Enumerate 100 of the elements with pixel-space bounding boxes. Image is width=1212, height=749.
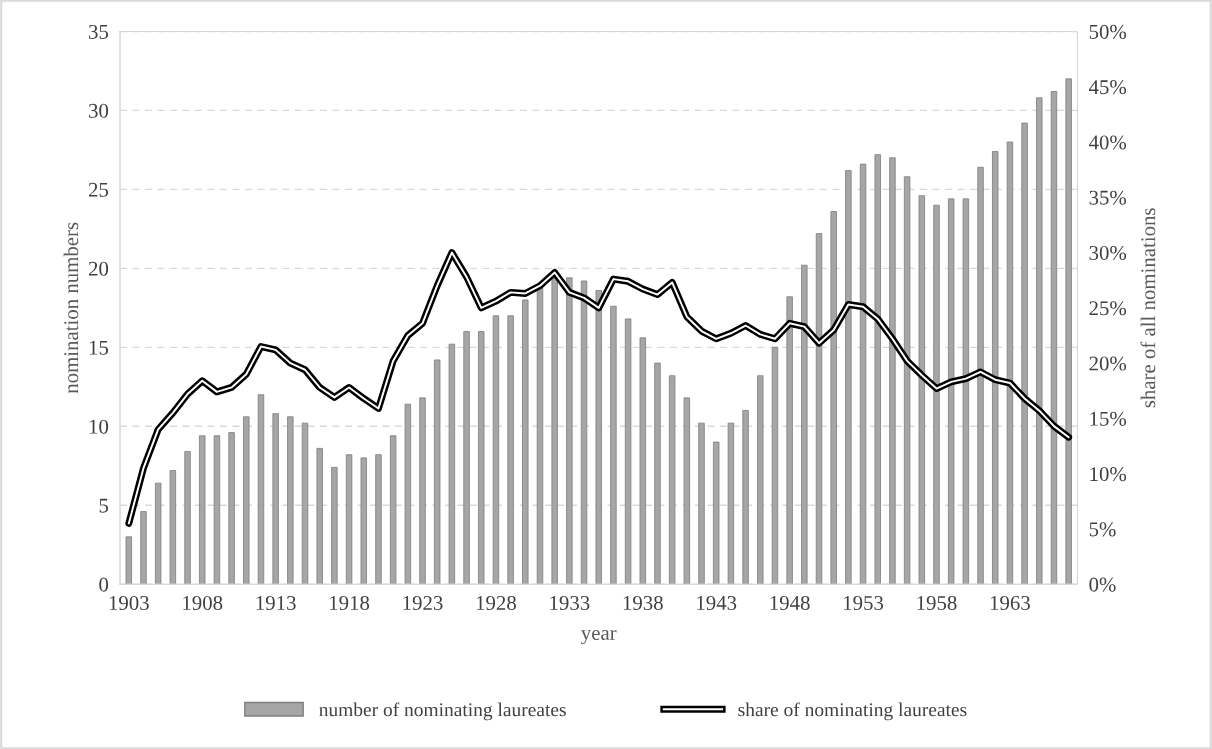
y-tick-label: 35 bbox=[89, 24, 109, 39]
bar bbox=[213, 435, 221, 585]
legend-label: share of nominating laureates bbox=[738, 702, 967, 721]
y-tick-label: 0 bbox=[99, 577, 109, 592]
bar bbox=[492, 315, 500, 585]
bar bbox=[478, 331, 485, 585]
bar bbox=[1036, 97, 1043, 585]
bar bbox=[610, 305, 617, 585]
y2-tick-label: 35% bbox=[1089, 190, 1127, 205]
bar bbox=[654, 362, 661, 585]
bar bbox=[639, 337, 646, 585]
y2-tick-label: 5% bbox=[1089, 522, 1116, 537]
bar bbox=[918, 195, 926, 585]
bar bbox=[125, 536, 133, 585]
bar bbox=[713, 441, 720, 585]
bar bbox=[154, 482, 162, 585]
bar bbox=[507, 315, 514, 585]
bar bbox=[815, 233, 823, 585]
bar bbox=[345, 454, 353, 585]
bar bbox=[845, 170, 852, 585]
y2-tick-label: 0% bbox=[1089, 577, 1116, 592]
x-tick-label: 1903 bbox=[109, 595, 149, 610]
bar bbox=[1021, 122, 1028, 585]
bar bbox=[463, 331, 470, 585]
bar bbox=[257, 394, 265, 585]
x-tick-label: 1908 bbox=[183, 595, 223, 610]
bar bbox=[889, 157, 896, 585]
y2-tick-label: 30% bbox=[1089, 245, 1127, 261]
bar bbox=[1006, 141, 1014, 585]
y-tick-label: 15 bbox=[89, 340, 109, 355]
bar bbox=[595, 290, 602, 585]
y-tick-label: 20 bbox=[88, 261, 109, 276]
bar bbox=[1050, 91, 1058, 585]
x-axis-title: year bbox=[581, 629, 617, 645]
y2-tick-label: 10% bbox=[1090, 467, 1127, 482]
y2-axis-title: share of all nominations bbox=[1140, 208, 1156, 408]
bar bbox=[859, 163, 867, 585]
bar bbox=[243, 416, 250, 585]
bar bbox=[830, 211, 837, 585]
bar bbox=[404, 403, 412, 585]
bar bbox=[169, 470, 177, 585]
bar bbox=[698, 422, 705, 585]
bar bbox=[316, 447, 323, 585]
bar bbox=[375, 454, 382, 585]
x-tick-label: 1948 bbox=[770, 595, 810, 610]
bar bbox=[977, 166, 984, 585]
y-tick-label: 5 bbox=[99, 498, 109, 513]
x-tick-label: 1963 bbox=[990, 595, 1030, 610]
y2-tick-label: 50% bbox=[1089, 24, 1127, 39]
bar bbox=[184, 451, 191, 585]
x-tick-label: 1928 bbox=[476, 595, 516, 610]
bar bbox=[287, 416, 294, 585]
y-tick-label: 25 bbox=[88, 182, 109, 197]
bar bbox=[389, 435, 397, 585]
bar bbox=[522, 299, 529, 585]
x-tick-label: 1958 bbox=[917, 595, 957, 610]
bar bbox=[301, 422, 309, 585]
bar bbox=[874, 154, 881, 585]
bar bbox=[757, 375, 764, 585]
bar bbox=[786, 296, 793, 585]
bar bbox=[742, 410, 749, 585]
bar bbox=[199, 435, 206, 585]
bar bbox=[419, 397, 426, 585]
y-axis-title: nomination numbers bbox=[63, 222, 79, 394]
bar bbox=[1065, 78, 1072, 585]
bar bbox=[331, 466, 338, 585]
bar bbox=[668, 375, 676, 585]
legend-label: number of nominating laureates bbox=[319, 702, 566, 721]
bar bbox=[228, 432, 235, 585]
bar bbox=[683, 397, 691, 585]
x-tick-label: 1933 bbox=[550, 595, 590, 610]
bar bbox=[140, 511, 147, 585]
y2-tick-label: 15% bbox=[1090, 411, 1127, 426]
bar bbox=[771, 346, 779, 585]
bar bbox=[962, 198, 970, 585]
bar bbox=[272, 413, 279, 585]
bar bbox=[801, 264, 808, 585]
y-tick-label: 30 bbox=[89, 103, 109, 118]
x-tick-label: 1953 bbox=[844, 595, 884, 610]
bar bbox=[992, 151, 999, 585]
y2-tick-label: 40% bbox=[1088, 135, 1127, 150]
bar bbox=[933, 204, 940, 585]
x-tick-label: 1943 bbox=[697, 595, 737, 610]
bar bbox=[580, 280, 588, 585]
y-tick-label: 10 bbox=[89, 419, 109, 434]
bar bbox=[903, 176, 911, 585]
x-tick-label: 1923 bbox=[403, 595, 443, 610]
y2-tick-label: 45% bbox=[1088, 80, 1127, 95]
y2-tick-label: 25% bbox=[1089, 301, 1127, 316]
bar bbox=[448, 343, 456, 585]
bar bbox=[947, 198, 955, 585]
y2-tick-label: 20% bbox=[1089, 356, 1127, 371]
x-tick-label: 1918 bbox=[330, 595, 370, 610]
bar bbox=[360, 457, 367, 585]
bar bbox=[727, 422, 735, 585]
bar bbox=[566, 277, 573, 585]
bar bbox=[433, 359, 441, 585]
x-tick-label: 1938 bbox=[623, 595, 663, 610]
x-tick-label: 1913 bbox=[256, 595, 296, 610]
bar bbox=[624, 318, 632, 585]
